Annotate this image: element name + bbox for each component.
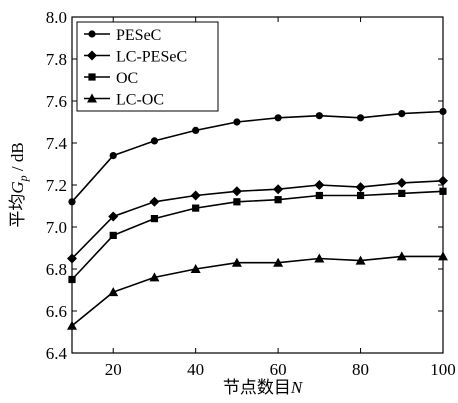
data-point-lc-pesec: [231, 186, 242, 197]
x-tick-label: 20: [105, 360, 122, 379]
y-axis-label-variable: G: [8, 181, 27, 193]
legend-box: [76, 21, 219, 112]
legend: PESeC LC-PESeC OC LC-OC: [76, 21, 219, 112]
data-point-lc-oc: [108, 287, 119, 297]
data-point-oc: [109, 231, 117, 239]
y-tick-label: 8.0: [46, 8, 67, 27]
data-point-pesec: [356, 114, 365, 122]
data-point-lc-pesec: [149, 196, 160, 207]
series-line-lc-oc: [71, 255, 443, 327]
y-tick-label: 6.6: [46, 302, 67, 321]
plot-layer: [67, 107, 448, 330]
data-point-lc-oc: [149, 272, 160, 282]
axes-layer: 6.4 6.6 6.8 7.0 7.2 7.4 7.6 7.8 8.0 20 40 60 80 100 节点…: [8, 8, 456, 397]
y-tick-label: 6.8: [46, 260, 67, 279]
y-tick-label: 6.4: [46, 344, 68, 363]
data-point-lc-oc: [396, 251, 407, 261]
legend-entry-lc-pesec: LC-PESeC: [84, 49, 187, 66]
x-axis-label-text: 节点数目: [223, 378, 291, 397]
data-point-pesec: [274, 114, 282, 122]
legend-label-pesec: PESeC: [116, 27, 161, 44]
data-point-pesec: [315, 112, 323, 120]
legend-label-lc-pesec: LC-PESeC: [116, 49, 187, 66]
data-point-oc: [233, 198, 241, 206]
data-point-pesec: [398, 110, 406, 118]
series-line-lc-pesec: [71, 180, 444, 260]
x-tick-label: 100: [430, 360, 456, 379]
data-point-lc-pesec: [108, 211, 119, 222]
data-point-oc: [274, 196, 282, 204]
y-axis-label: 平均Gp / dB: [8, 142, 30, 227]
x-tick-label: 60: [270, 360, 287, 379]
data-point-pesec: [192, 126, 200, 134]
data-point-pesec: [150, 137, 159, 145]
data-point-pesec: [109, 152, 117, 160]
y-tick-label: 7.2: [46, 176, 67, 195]
data-point-pesec: [233, 118, 241, 126]
x-tick-label: 40: [187, 360, 204, 379]
data-point-lc-oc: [190, 264, 201, 273]
y-tick-label: 7.4: [46, 134, 68, 153]
data-point-oc: [150, 215, 159, 223]
data-point-lc-pesec: [396, 177, 407, 188]
legend-entry-lc-oc: LC-OC: [84, 92, 164, 109]
legend-label-lc-oc: LC-OC: [116, 92, 164, 109]
y-axis-label-text: 平均: [8, 194, 27, 228]
y-axis-label-subscript: p: [16, 175, 30, 182]
data-point-oc: [356, 191, 365, 200]
legend-label-oc: OC: [116, 70, 138, 87]
legend-entry-pesec: PESeC: [84, 27, 161, 44]
y-tick-label: 7.0: [46, 218, 67, 237]
data-point-oc: [192, 204, 200, 212]
y-tick-label: 7.8: [46, 50, 67, 69]
series-line-oc: [71, 190, 444, 281]
data-point-lc-pesec: [273, 184, 284, 195]
data-point-oc: [398, 189, 406, 197]
data-point-lc-oc: [273, 257, 284, 267]
x-tick-label: 80: [352, 360, 369, 379]
y-tick-label: 7.6: [46, 92, 67, 111]
data-point-lc-oc: [314, 253, 325, 263]
data-point-lc-pesec: [190, 190, 201, 201]
legend-marker-pesec: [88, 30, 96, 38]
data-point-lc-pesec: [314, 180, 325, 190]
data-point-lc-oc: [355, 255, 366, 265]
x-axis-label-variable: N: [290, 378, 304, 397]
data-point-oc: [315, 191, 323, 200]
legend-entry-oc: OC: [84, 70, 138, 87]
x-axis-label: 节点数目N: [223, 378, 304, 397]
legend-marker-oc: [88, 73, 96, 81]
y-axis-label-unit: / dB: [8, 142, 27, 175]
data-point-lc-oc: [231, 257, 242, 267]
data-point-lc-pesec: [355, 182, 366, 193]
legend-marker-lc-pesec: [87, 50, 97, 61]
legend-marker-lc-oc: [87, 93, 97, 103]
series-line-pesec: [71, 110, 444, 203]
